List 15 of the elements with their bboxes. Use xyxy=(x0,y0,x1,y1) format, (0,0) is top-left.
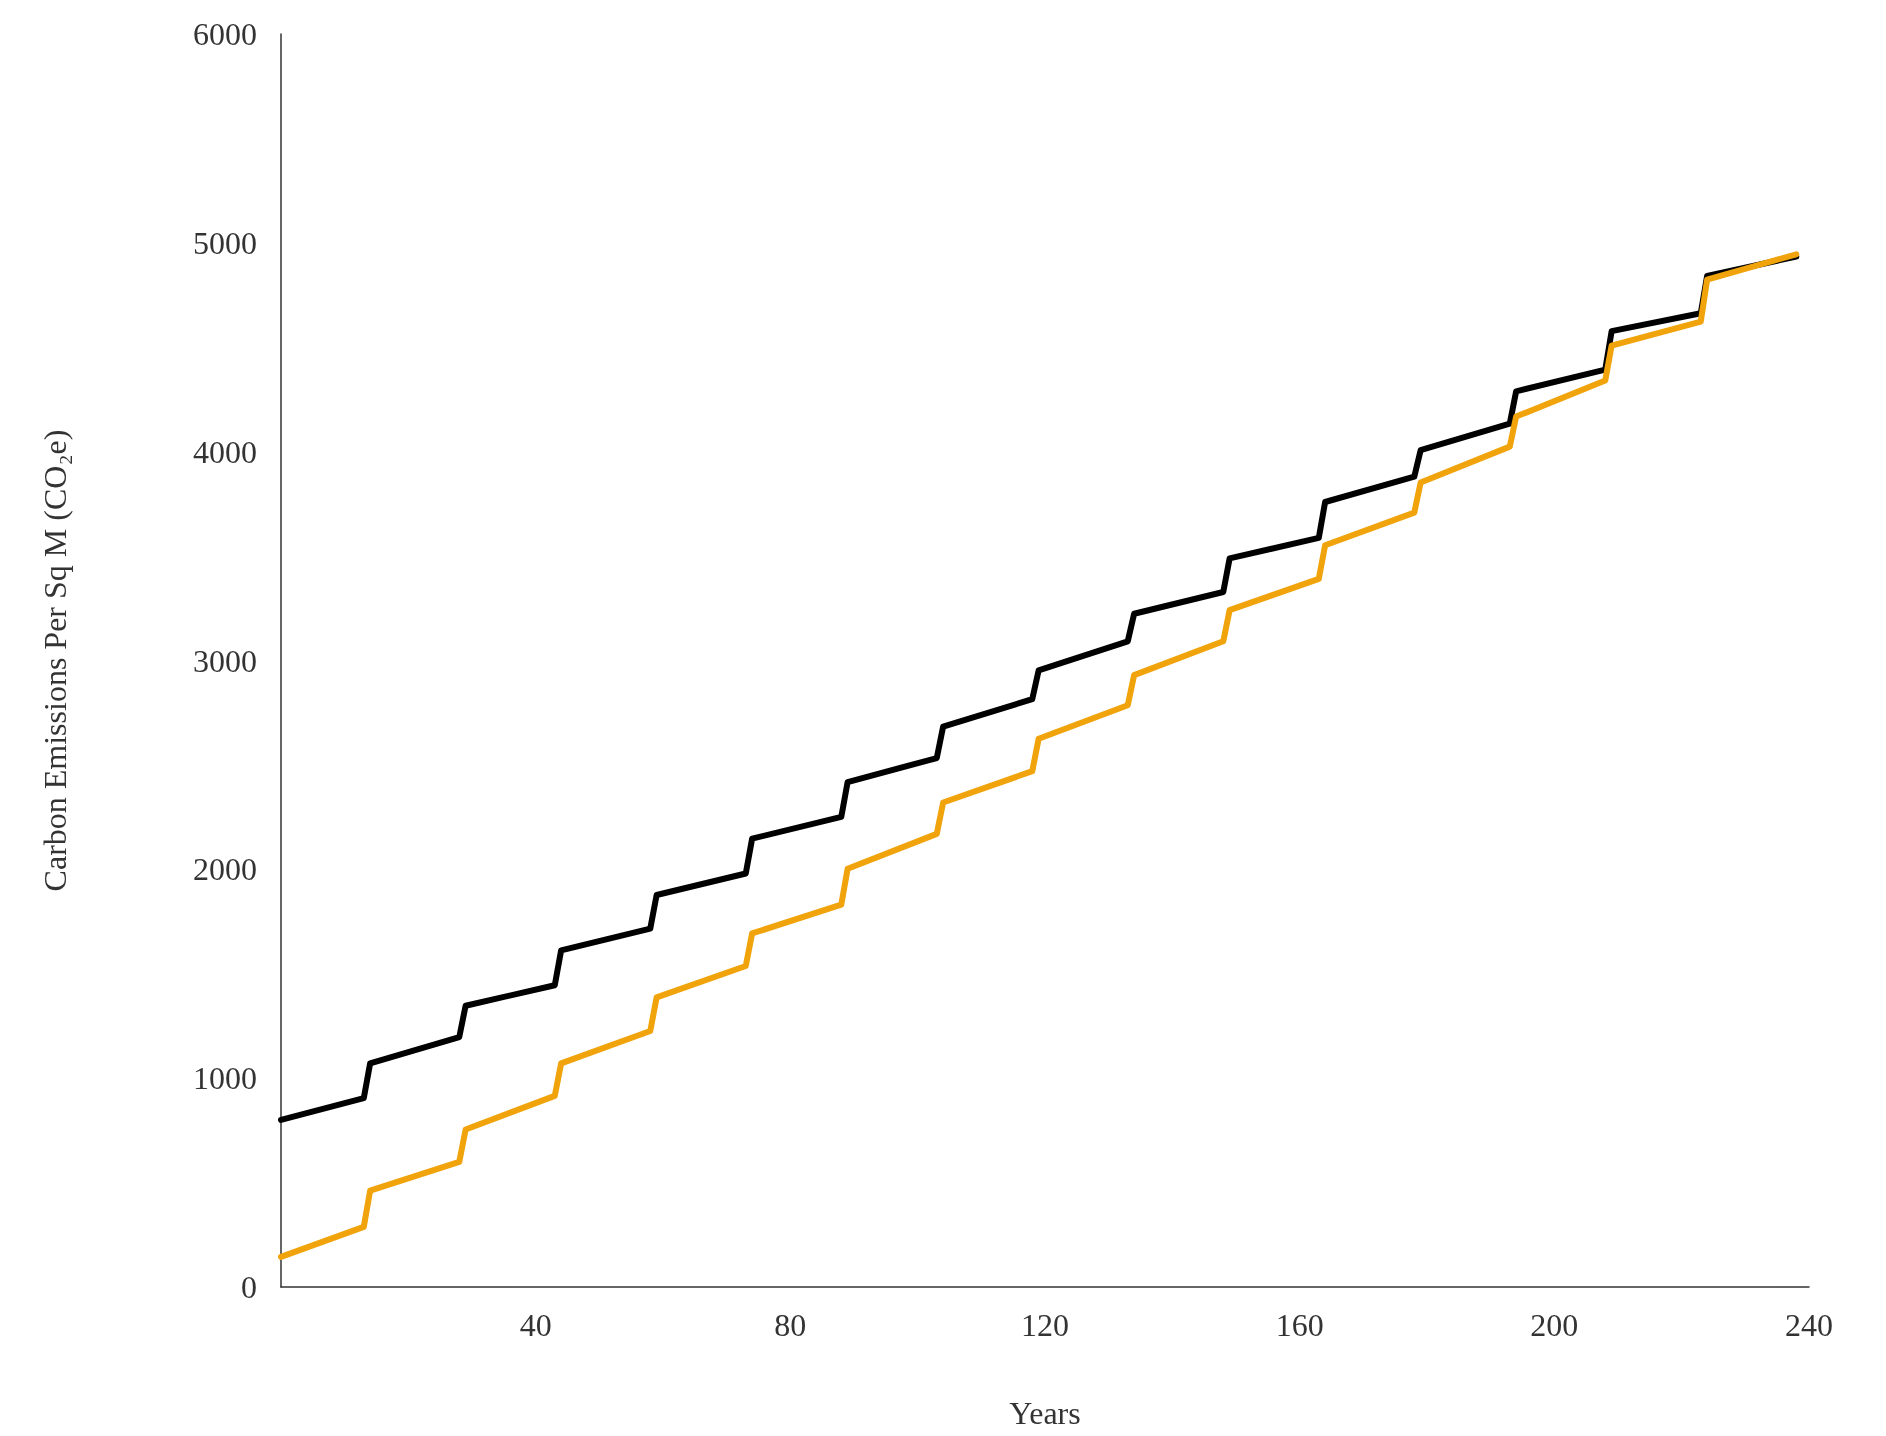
x-tick-label: 80 xyxy=(774,1307,807,1343)
x-tick-label: 200 xyxy=(1530,1307,1579,1343)
y-axis-title: Carbon Emissions Per Sq M (CO₂e) xyxy=(37,429,73,892)
y-tick-label: 2000 xyxy=(193,851,257,888)
y-tick-label: 5000 xyxy=(193,224,257,261)
y-tick-label: 4000 xyxy=(193,433,257,470)
x-tick-label: 40 xyxy=(519,1307,552,1343)
x-tick-label: 120 xyxy=(1021,1307,1069,1343)
x-axis-title: Years xyxy=(1009,1395,1081,1431)
x-tick-label: 160 xyxy=(1275,1307,1324,1343)
y-tick-label: 3000 xyxy=(193,642,257,679)
x-tick-label: 240 xyxy=(1785,1307,1833,1343)
y-tick-label: 0 xyxy=(241,1269,257,1305)
y-tick-label: 6000 xyxy=(193,16,257,52)
y-tick-label: 1000 xyxy=(193,1060,257,1097)
